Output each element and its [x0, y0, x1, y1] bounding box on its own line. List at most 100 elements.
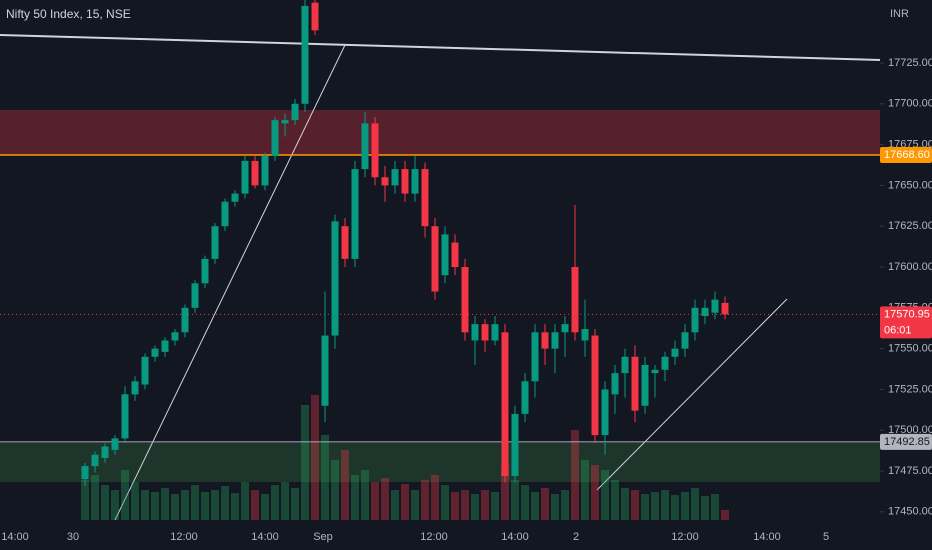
chart-title: Nifty 50 Index, 15, NSE	[6, 7, 131, 21]
volume-layer	[81, 395, 729, 520]
candle-body	[321, 335, 329, 406]
volume-bar	[621, 488, 629, 520]
volume-bar	[111, 490, 119, 520]
x-tick-label: 14:00	[753, 531, 781, 543]
volume-bar	[361, 470, 369, 520]
volume-bar	[151, 492, 159, 520]
supply-zone	[0, 110, 880, 155]
x-tick-label: 30	[67, 531, 79, 543]
candle-body	[601, 389, 609, 436]
y-tick-label: 17725.00	[888, 57, 932, 69]
volume-bar	[511, 480, 519, 520]
candle-body	[211, 226, 219, 259]
volume-bar	[711, 494, 719, 520]
candle-body	[681, 332, 689, 349]
trend-line	[114, 44, 346, 521]
price-badge-label: 17492.85	[884, 436, 930, 448]
candle-body	[121, 394, 129, 439]
volume-bar	[331, 460, 339, 520]
volume-bar	[251, 490, 259, 520]
volume-bar	[641, 494, 649, 520]
price-badge-label: 17668.60	[884, 149, 930, 161]
candle-body	[181, 307, 189, 333]
volume-bar	[191, 485, 199, 520]
x-tick-label: 5	[823, 531, 829, 543]
y-tick-label: 17450.00	[888, 506, 932, 518]
candle-body	[361, 123, 369, 170]
candle-body	[271, 120, 279, 157]
volume-bar	[161, 488, 169, 520]
volume-bar	[521, 485, 529, 520]
price-badge	[880, 433, 932, 450]
candle-body	[391, 169, 399, 186]
candle-body	[571, 267, 579, 333]
candle-body	[411, 169, 419, 194]
candle-body	[341, 226, 349, 259]
candle-body	[511, 413, 519, 476]
candle-body	[521, 381, 529, 414]
candle-body	[671, 348, 679, 357]
volume-bar	[471, 494, 479, 520]
trend-line	[0, 34, 881, 61]
candle-body	[711, 299, 719, 313]
y-tick-label: 17700.00	[888, 98, 932, 110]
currency: INR	[890, 8, 909, 20]
candle-body	[581, 329, 589, 341]
price-badge	[880, 147, 932, 164]
volume-bar	[571, 430, 579, 520]
volume-bar	[261, 494, 269, 520]
volume-bar	[281, 482, 289, 520]
candle-body	[381, 177, 389, 186]
price-badge	[880, 306, 932, 339]
candle-body	[661, 356, 669, 370]
volume-bar	[141, 490, 149, 520]
candle-body	[171, 332, 179, 341]
candle-body	[161, 340, 169, 352]
volume-bar	[631, 490, 639, 520]
volume-bar	[301, 405, 309, 520]
candle-body	[551, 332, 559, 349]
candle-body	[531, 332, 539, 382]
candle-body	[111, 438, 119, 450]
volume-bar	[541, 488, 549, 520]
volume-bar	[171, 494, 179, 520]
volume-bar	[81, 480, 89, 520]
volume-bar	[241, 482, 249, 520]
volume-bar	[131, 482, 139, 520]
candle-body	[301, 5, 309, 104]
volume-bar	[341, 450, 349, 520]
candle-body	[491, 324, 499, 341]
x-tick-label: 2	[573, 531, 579, 543]
volume-bar	[231, 493, 239, 520]
volume-bar	[321, 435, 329, 520]
volume-bar	[451, 492, 459, 520]
volume-bar	[691, 488, 699, 520]
volume-bar	[211, 490, 219, 520]
candle-body	[141, 356, 149, 385]
candle-body	[291, 103, 299, 121]
candle-body	[201, 258, 209, 284]
candle-body	[481, 324, 489, 341]
volume-bar	[491, 492, 499, 520]
trend-line	[596, 298, 788, 491]
candle-body	[401, 169, 409, 194]
candle-body	[221, 201, 229, 227]
candle-body	[251, 160, 259, 186]
candle-layer	[81, 0, 729, 486]
volume-bar	[271, 485, 279, 520]
candle-body	[721, 302, 729, 315]
volume-bar	[421, 480, 429, 520]
volume-bar	[221, 486, 229, 520]
volume-bar	[431, 475, 439, 520]
volume-bar	[101, 485, 109, 520]
volume-bar	[601, 470, 609, 520]
y-tick-label: 17625.00	[888, 220, 932, 232]
volume-bar	[201, 492, 209, 520]
x-tick-label: 14:00	[251, 531, 279, 543]
volume-bar	[441, 485, 449, 520]
volume-bar	[401, 484, 409, 520]
volume-bar	[481, 490, 489, 520]
candle-body	[501, 332, 509, 476]
candle-body	[371, 123, 379, 178]
